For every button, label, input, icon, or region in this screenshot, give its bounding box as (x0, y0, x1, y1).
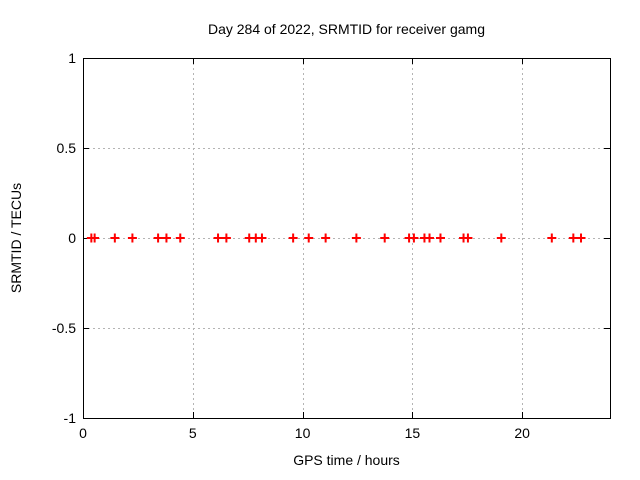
data-point-marker (161, 233, 171, 243)
x-tick-label: 5 (188, 425, 197, 441)
y-tick-label: 0.5 (56, 140, 76, 156)
data-point-marker (351, 233, 361, 243)
data-point-marker (435, 233, 445, 243)
data-point-marker (304, 233, 314, 243)
data-point-marker (496, 233, 506, 243)
x-tick-label: 20 (514, 425, 530, 441)
y-tick-label: 0 (68, 230, 76, 246)
data-point-marker (257, 233, 267, 243)
data-point-marker (321, 233, 331, 243)
data-point-marker (288, 233, 298, 243)
x-axis-label: GPS time / hours (293, 452, 400, 468)
data-point-marker (127, 233, 137, 243)
y-tick-label: 1 (68, 50, 76, 66)
y-tick-label: -0.5 (51, 320, 76, 336)
data-point-marker (213, 233, 223, 243)
data-point-marker (576, 233, 586, 243)
data-point-marker (90, 233, 100, 243)
data-point-marker (110, 233, 120, 243)
data-series (86, 233, 586, 243)
data-point-marker (221, 233, 231, 243)
x-tick-label: 0 (79, 425, 87, 441)
x-tick-label: 15 (404, 425, 421, 441)
data-point-marker (409, 233, 419, 243)
y-axis-label: SRMTID / TECUs (8, 182, 24, 294)
data-point-marker (175, 233, 185, 243)
data-point-marker (547, 233, 557, 243)
data-point-marker (463, 233, 473, 243)
y-tick-label: -1 (63, 410, 76, 426)
data-point-marker (380, 233, 390, 243)
data-point-marker (568, 233, 578, 243)
chart-title: Day 284 of 2022, SRMTID for receiver gam… (207, 21, 485, 37)
data-point-marker (425, 233, 435, 243)
data-point-marker (153, 233, 163, 243)
x-tick-label: 10 (294, 425, 311, 441)
